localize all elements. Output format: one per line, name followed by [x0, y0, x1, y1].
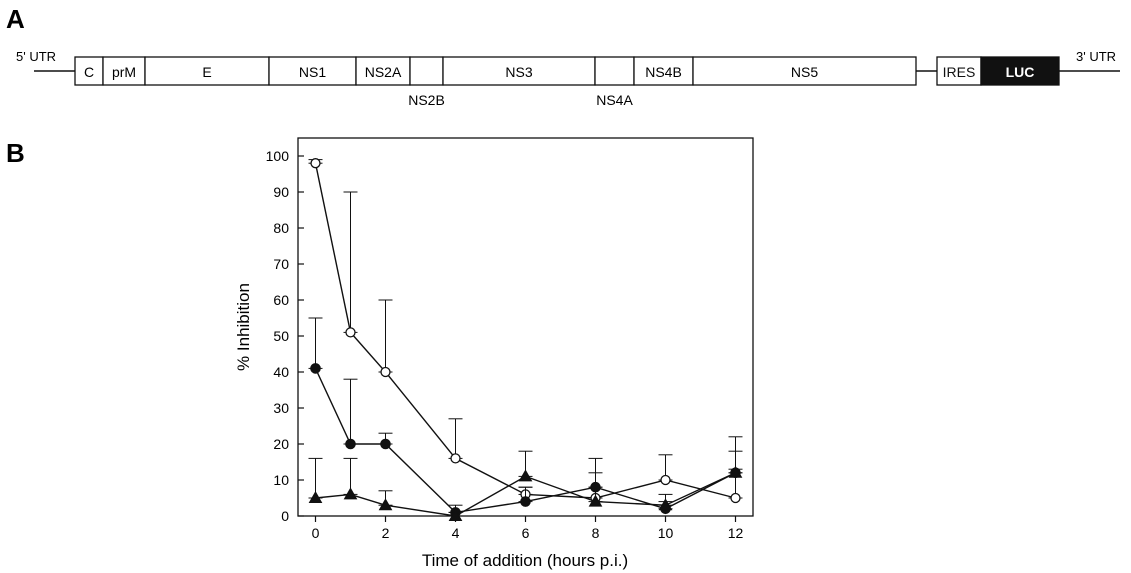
x-axis: 0 2 4 6 8 10 12 — [312, 516, 744, 541]
y-tick-label: 10 — [273, 472, 289, 488]
reporter-label-ires: IRES — [943, 64, 976, 80]
data-point — [380, 438, 391, 450]
y-axis: 0 10 20 30 40 50 60 70 80 90 100 — [266, 148, 304, 524]
gene-box-ns5 — [692, 56, 917, 86]
data-point — [308, 490, 323, 503]
gene-box-e — [144, 56, 270, 86]
data-point — [380, 366, 391, 378]
x-tick-label: 4 — [452, 525, 460, 541]
y-tick-label: 90 — [273, 184, 289, 200]
gene-label-ns2a: NS2A — [365, 64, 402, 80]
x-tick-label: 2 — [382, 525, 390, 541]
data-point — [378, 498, 393, 511]
data-point — [448, 508, 463, 521]
y-tick-label: 20 — [273, 436, 289, 452]
series-filled-triangle — [308, 450, 743, 521]
x-tick-label: 10 — [658, 525, 674, 541]
gene-box-c — [74, 56, 104, 86]
gene-label-ns2b: NS2B — [408, 92, 445, 108]
gene-label-ns4b: NS4B — [645, 64, 682, 80]
data-point — [343, 487, 358, 500]
gene-label-c: C — [84, 64, 94, 80]
data-point — [345, 327, 356, 338]
x-tick-label: 12 — [728, 525, 744, 541]
gene-box-ns2b — [409, 56, 444, 86]
y-tick-label: 60 — [273, 292, 289, 308]
reporter-label-luc: LUC — [1006, 64, 1035, 80]
series-layer — [308, 158, 743, 521]
reporter-box-luc — [980, 56, 1060, 86]
data-point — [310, 158, 321, 169]
gene-label-ns1: NS1 — [299, 64, 326, 80]
series-line — [314, 163, 736, 499]
y-tick-label: 30 — [273, 400, 289, 416]
y-tick-label: 70 — [273, 256, 289, 272]
data-point — [518, 469, 533, 482]
utr3-label: 3' UTR — [1076, 49, 1116, 64]
utr5-label: 5' UTR — [16, 49, 56, 64]
gene-box-ns3 — [442, 56, 596, 86]
gene-box-prm — [102, 56, 146, 86]
series-filled-circle — [308, 317, 743, 518]
gene-label-e: E — [202, 64, 211, 80]
gene-label-prm: prM — [112, 64, 136, 80]
panel-a-letter: A — [6, 4, 25, 34]
y-axis-title: % Inhibition — [234, 283, 253, 371]
series-open-circle — [308, 158, 743, 504]
x-axis-title: Time of addition (hours p.i.) — [422, 551, 628, 570]
y-tick-label: 40 — [273, 364, 289, 380]
gene-box-ns2a — [355, 56, 411, 86]
y-tick-label: 80 — [273, 220, 289, 236]
gene-box-ns1 — [268, 56, 357, 86]
y-tick-label: 0 — [281, 508, 289, 524]
x-tick-label: 0 — [312, 525, 320, 541]
data-point — [345, 438, 356, 450]
data-point — [310, 363, 321, 374]
gene-box-ns4a — [594, 56, 635, 86]
y-tick-label: 50 — [273, 328, 289, 344]
panel-b: B 0 10 20 30 40 50 60 70 80 90 100 0 2 4 6 8 10 12 Time … — [6, 137, 754, 570]
x-tick-label: 6 — [522, 525, 530, 541]
data-point — [588, 494, 603, 507]
gene-label-ns4a: NS4A — [596, 92, 633, 108]
data-point — [728, 465, 743, 478]
reporter-boxes: IRES LUC — [936, 56, 1060, 86]
y-tick-label: 100 — [266, 148, 290, 164]
series-line — [315, 472, 736, 517]
gene-label-ns3: NS3 — [505, 64, 532, 80]
data-point — [658, 498, 673, 511]
data-point — [730, 492, 741, 504]
panel-b-letter: B — [6, 138, 25, 168]
data-point — [520, 496, 531, 507]
gene-label-ns5: NS5 — [791, 64, 818, 80]
x-tick-label: 8 — [592, 525, 600, 541]
data-point — [660, 474, 671, 486]
data-point — [450, 453, 461, 464]
